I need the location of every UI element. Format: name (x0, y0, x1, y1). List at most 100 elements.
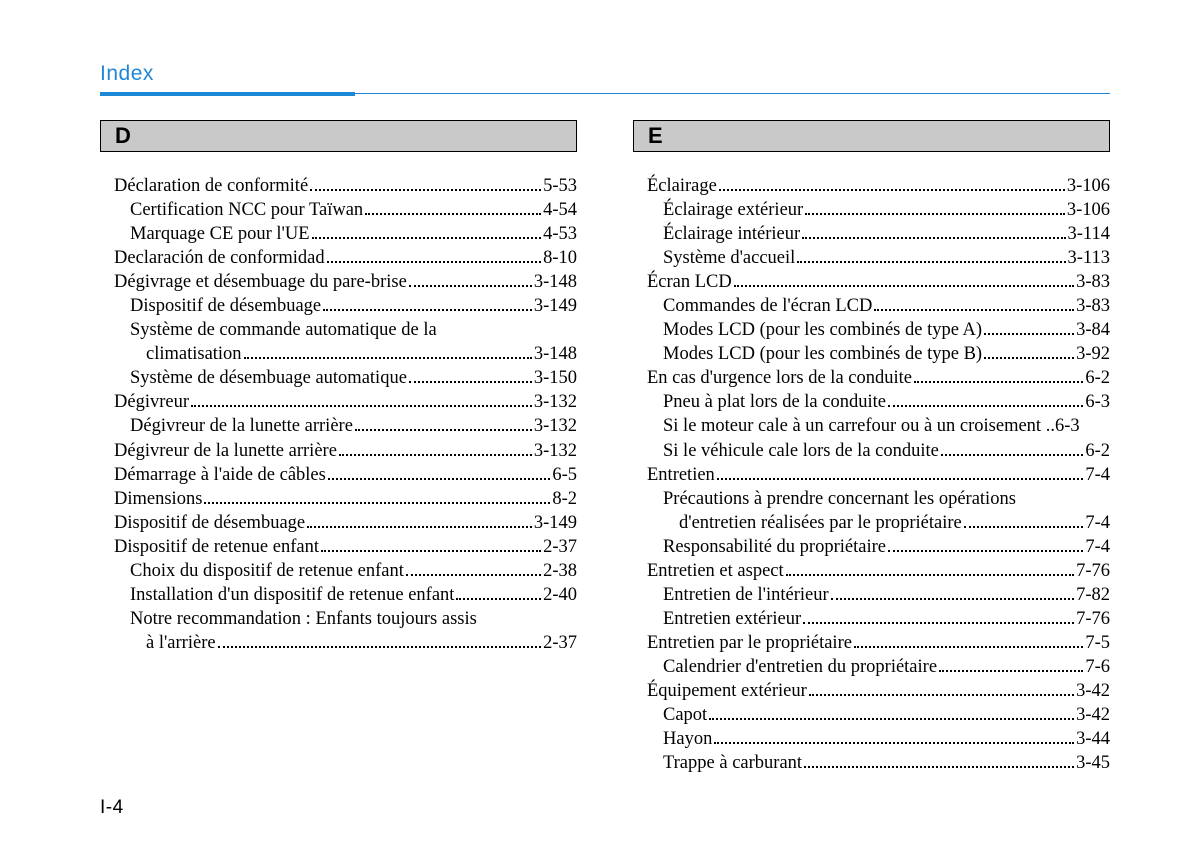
leader-dots (803, 608, 1074, 624)
index-entry-label: Hayon (663, 727, 712, 751)
index-entry-page: 3-44 (1076, 727, 1110, 751)
index-entry-label: Entretien (647, 463, 715, 487)
index-entry-label: Calendrier d'entretien du propriétaire (663, 655, 937, 679)
index-entry: climatisation 3-148 (100, 342, 577, 366)
index-entry-label: Dégivrage et désembuage du pare-brise (114, 270, 407, 294)
index-entry: d'entretien réalisées par le propriétair… (633, 511, 1110, 535)
index-entry-label: climatisation (146, 342, 242, 366)
index-entry-label: Dégivreur de la lunette arrière (114, 439, 337, 463)
leader-dots (339, 440, 532, 456)
index-entry: Dégivreur de la lunette arrière 3-132 (100, 414, 577, 438)
index-entry: Entretien extérieur 7-76 (633, 607, 1110, 631)
header-rule (100, 92, 1110, 96)
index-entry-label: Modes LCD (pour les combinés de type A) (663, 318, 982, 342)
index-entry-page: 6-2 (1085, 439, 1110, 463)
index-entry-page: 3-132 (534, 439, 577, 463)
index-entry: Précautions à prendre concernant les opé… (633, 487, 1110, 511)
leader-dots (797, 247, 1065, 263)
index-entry: Dispositif de désembuage 3-149 (100, 294, 577, 318)
index-entry-label: Dimensions (114, 487, 202, 511)
leader-dots (310, 175, 541, 191)
index-entry: Système de commande automatique de la (100, 318, 577, 342)
index-entry: Si le véhicule cale lors de la conduite … (633, 439, 1110, 463)
leader-dots (204, 488, 550, 504)
leader-dots (717, 464, 1084, 480)
index-entry: Notre recommandation : Enfants toujours … (100, 607, 577, 631)
index-entry-page: 8-10 (543, 246, 577, 270)
index-entry-label: Entretien par le propriétaire (647, 631, 852, 655)
index-entry-page: 3-149 (534, 511, 577, 535)
index-entry-page: 6-3 (1055, 414, 1080, 438)
index-entry-page: 7-4 (1085, 511, 1110, 535)
leader-dots (365, 199, 541, 215)
leader-dots (984, 344, 1074, 360)
index-entry-label: Dégivreur (114, 390, 189, 414)
index-entry: Marquage CE pour l'UE 4-53 (100, 222, 577, 246)
index-entry: Équipement extérieur 3-42 (633, 679, 1110, 703)
index-entry: En cas d'urgence lors de la conduite 6-2 (633, 366, 1110, 390)
leader-dots (804, 752, 1074, 768)
index-entry-page: 6-3 (1085, 390, 1110, 414)
leader-dots (805, 199, 1065, 215)
index-entry-label: d'entretien réalisées par le propriétair… (679, 511, 962, 535)
leader-dots (323, 296, 532, 312)
leader-dots (456, 584, 541, 600)
index-entry-label: En cas d'urgence lors de la conduite (647, 366, 912, 390)
index-entry-label: Si le véhicule cale lors de la conduite (663, 439, 939, 463)
index-entry-page: 2-38 (543, 559, 577, 583)
index-entry-label: Certification NCC pour Taïwan (130, 198, 363, 222)
index-entry-label: Si le moteur cale à un carrefour ou à un… (663, 414, 1055, 438)
index-entry: Système de désembuage automatique 3-150 (100, 366, 577, 390)
index-entry: Commandes de l'écran LCD 3-83 (633, 294, 1110, 318)
index-entry: Choix du dispositif de retenue enfant 2-… (100, 559, 577, 583)
index-entry-page: 7-82 (1076, 583, 1110, 607)
index-entry-page: 7-4 (1085, 535, 1110, 559)
leader-dots (786, 560, 1074, 576)
leader-dots (406, 560, 541, 576)
leader-dots (874, 296, 1074, 312)
index-entry: Calendrier d'entretien du propriétaire 7… (633, 655, 1110, 679)
section-head-left: D (100, 120, 577, 152)
index-entry-page: 2-37 (543, 535, 577, 559)
index-entry: Démarrage à l'aide de câbles 6-5 (100, 463, 577, 487)
index-entry-label: Démarrage à l'aide de câbles (114, 463, 326, 487)
page-header-title: Index (100, 62, 1110, 86)
index-entry-label: Dispositif de désembuage (114, 511, 305, 535)
index-entry-label: Capot (663, 703, 707, 727)
leader-dots (709, 704, 1074, 720)
index-entry-page: 3-132 (534, 390, 577, 414)
leader-dots (714, 728, 1074, 744)
index-entry-page: 3-132 (534, 414, 577, 438)
index-entry-page: 6-2 (1085, 366, 1110, 390)
index-entry-label: Précautions à prendre concernant les opé… (663, 487, 1016, 511)
index-entry: Éclairage intérieur 3-114 (633, 222, 1110, 246)
index-entry-label: Commandes de l'écran LCD (663, 294, 872, 318)
index-entry-label: Système d'accueil (663, 246, 795, 270)
index-entry: Dégivrage et désembuage du pare-brise 3-… (100, 270, 577, 294)
left-column: D Déclaration de conformité 5-53Certific… (100, 120, 577, 775)
leader-dots (941, 440, 1083, 456)
entries-left: Déclaration de conformité 5-53Certificat… (100, 174, 577, 655)
index-entry: Hayon 3-44 (633, 727, 1110, 751)
index-entry-label: Éclairage intérieur (663, 222, 800, 246)
index-entry: Entretien de l'intérieur 7-82 (633, 583, 1110, 607)
index-entry: Éclairage extérieur 3-106 (633, 198, 1110, 222)
index-entry-page: 3-92 (1076, 342, 1110, 366)
index-entry-label: Pneu à plat lors de la conduite (663, 390, 886, 414)
leader-dots (854, 632, 1083, 648)
index-entry-page: 7-6 (1085, 655, 1110, 679)
index-entry: Entretien et aspect 7-76 (633, 559, 1110, 583)
leader-dots (244, 344, 532, 360)
index-entry-label: Declaración de conformidad (114, 246, 325, 270)
leader-dots (964, 512, 1084, 528)
index-entry-page: 3-106 (1067, 174, 1110, 198)
index-entry: Si le moteur cale à un carrefour ou à un… (633, 414, 1110, 438)
leader-dots (809, 680, 1074, 696)
index-entry-page: 3-150 (534, 366, 577, 390)
index-entry: à l'arrière 2-37 (100, 631, 577, 655)
leader-dots (328, 464, 550, 480)
leader-dots (312, 223, 542, 239)
index-entry-page: 3-42 (1076, 679, 1110, 703)
index-entry-label: à l'arrière (146, 631, 216, 655)
leader-dots (802, 223, 1065, 239)
